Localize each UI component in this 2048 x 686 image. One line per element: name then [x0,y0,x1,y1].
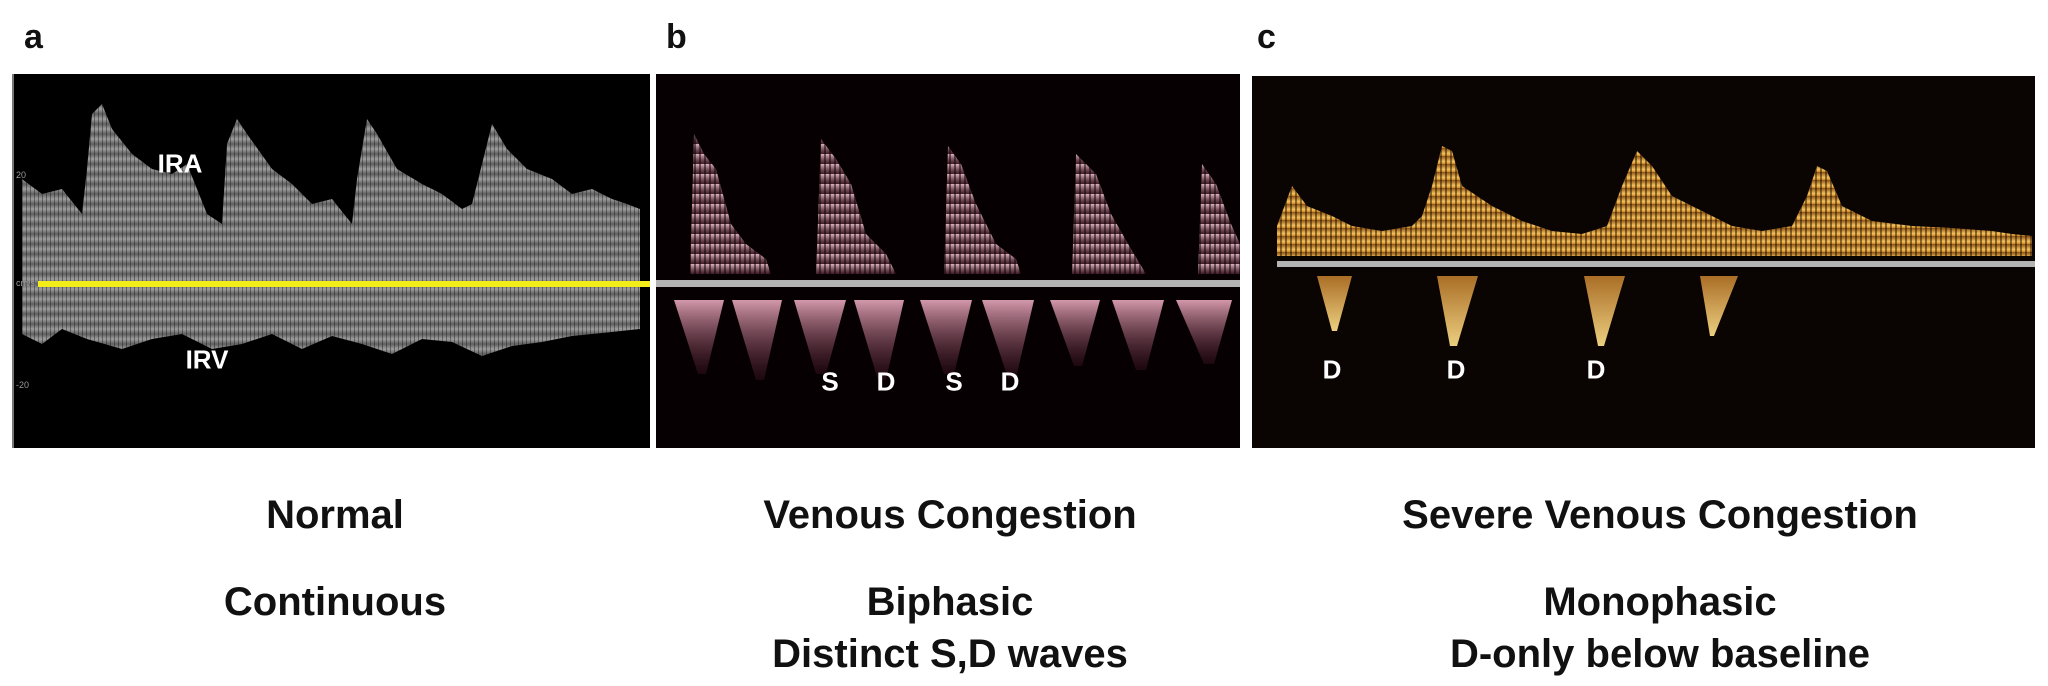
baseline-line [656,280,1240,287]
baseline-line [1277,261,2035,267]
axis-tick-20: 20 [16,170,27,180]
panel-c-waveform [1277,146,2035,346]
panel-a-waveform [12,74,650,448]
panel-c-pattern: Monophasic [1543,580,1777,624]
panel-b-letter: b [666,18,687,56]
panel-c-doppler: D D D [1252,76,2035,448]
panel-a-pattern: Continuous [223,580,447,624]
panel-c-letter: c [1257,18,1276,56]
panel-b-doppler: S D S D [656,74,1240,448]
baseline-line [38,281,650,287]
d-wave-label: D [1322,354,1342,385]
d-wave-label: D [1446,354,1466,385]
panel-a-title: Normal [266,493,404,537]
axis-unit-label: cm/s [16,278,35,288]
panel-c-title: Severe Venous Congestion [1402,493,1918,537]
d-wave-label: D [1586,354,1606,385]
s-wave-label: S [821,366,839,397]
irv-label: IRV [185,344,229,375]
panel-b-pattern: Biphasic [866,580,1034,624]
panel-a-doppler: 20 cm/s -20 IRA IRV [12,74,650,448]
panel-b-detail: Distinct S,D waves [772,632,1128,676]
d-wave-label: D [1000,366,1020,397]
panel-c-detail: D-only below baseline [1449,632,1871,676]
axis-tick-neg20: -20 [16,380,30,390]
d-wave-label: D [876,366,896,397]
panel-a-letter: a [24,18,43,56]
panel-b-waveform [656,134,1240,380]
ira-label: IRA [157,148,203,179]
panel-b-title: Venous Congestion [763,493,1137,537]
s-wave-label: S [945,366,963,397]
